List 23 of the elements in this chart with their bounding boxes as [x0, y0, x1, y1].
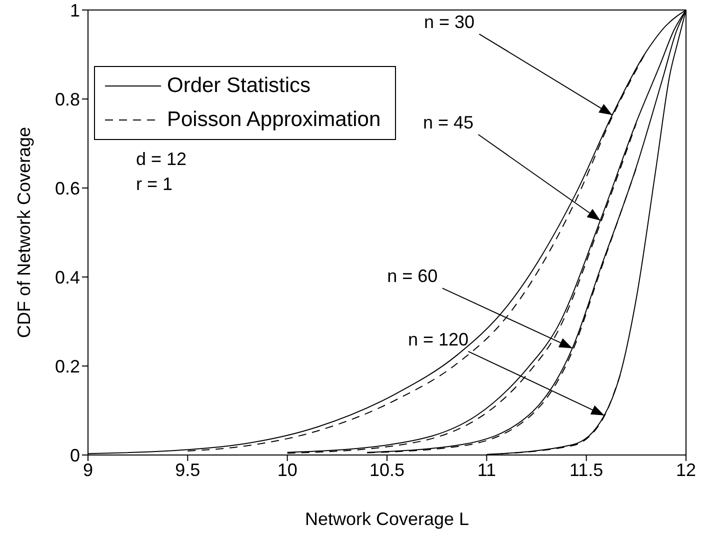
y-tick-label: 1	[70, 0, 80, 20]
y-tick-label: 0.4	[54, 267, 80, 288]
x-tick-label: 12	[676, 460, 696, 480]
annotation: n = 30	[424, 12, 475, 32]
x-tick-label: 10	[277, 460, 298, 480]
x-tick-label: 10.5	[369, 460, 405, 480]
x-tick-label: 9.5	[175, 460, 200, 480]
annotation: r = 1	[136, 174, 173, 194]
annotation: n = 60	[387, 266, 438, 286]
x-tick-label: 11.5	[569, 460, 604, 480]
annotation: n = 45	[423, 112, 474, 132]
x-tick-label: 11	[477, 460, 496, 480]
x-axis-title: Network Coverage L	[304, 509, 470, 529]
x-tick-label: 9	[82, 460, 94, 480]
y-axis-title: CDF of Network Coverage	[14, 126, 34, 338]
y-tick-label: 0.8	[54, 89, 80, 110]
y-tick-label: 0	[70, 445, 80, 466]
legend-label: Poisson Approximation	[167, 108, 381, 132]
legend-label: Order Statistics	[167, 74, 311, 98]
y-tick-label: 0.6	[54, 178, 80, 198]
annotation: d = 12	[136, 149, 187, 169]
y-tick-label: 0.2	[54, 356, 80, 376]
annotation: n = 120	[408, 329, 469, 350]
